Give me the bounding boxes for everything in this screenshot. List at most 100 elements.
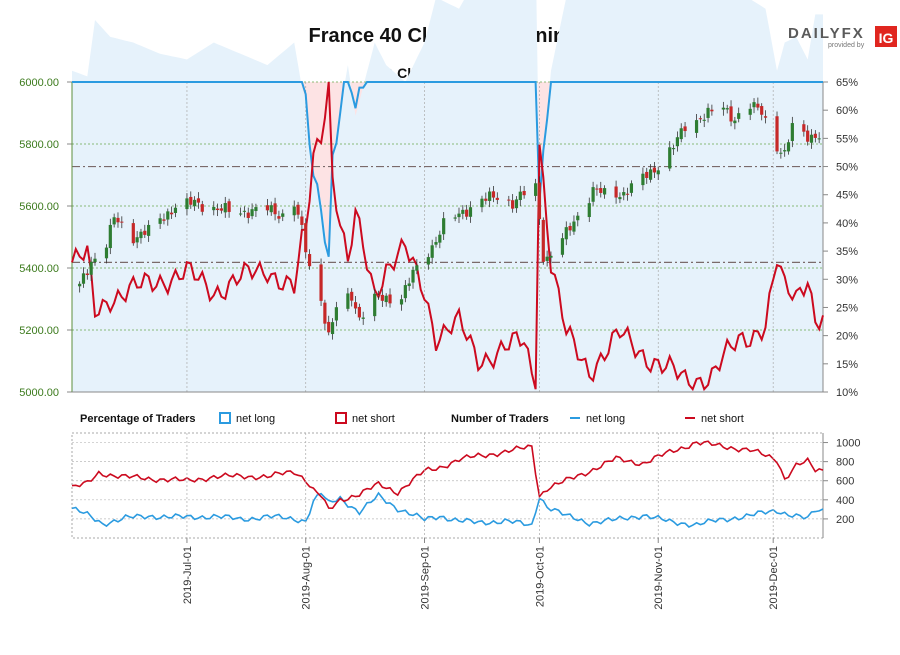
candle-body — [453, 217, 457, 219]
candle-body — [227, 201, 231, 212]
candle-body — [238, 213, 243, 215]
candle-body — [802, 124, 806, 132]
candle-body — [250, 209, 254, 217]
traders-frame — [71, 432, 824, 539]
candle-body — [752, 102, 756, 108]
candle-body — [783, 150, 787, 152]
candle-body — [399, 299, 404, 305]
x-tick-label: 2019-Sep-01 — [420, 546, 432, 610]
x-tick-label: 2019-Dec-01 — [768, 546, 780, 610]
price-tick-label: 5600.00 — [19, 201, 59, 213]
candle-body — [442, 218, 446, 235]
brand-name: DAILYFX — [788, 25, 865, 42]
candle-body — [656, 170, 660, 175]
candle-body — [350, 291, 354, 301]
candle-body — [296, 204, 300, 215]
candle-body — [104, 247, 109, 259]
candle-body — [411, 269, 415, 283]
candle-body — [534, 183, 538, 196]
candle-body — [806, 130, 810, 142]
candle-body — [120, 221, 124, 223]
candle-body — [545, 256, 549, 261]
candle-body — [112, 217, 116, 225]
candle-body — [307, 254, 312, 267]
candle-body — [541, 219, 545, 262]
candle-body — [219, 208, 224, 211]
candle-body — [763, 116, 768, 118]
candle-body — [319, 264, 323, 301]
candle-body — [760, 106, 764, 115]
candle-body — [158, 218, 162, 224]
candle-body — [602, 188, 607, 195]
candle-body — [131, 223, 135, 244]
candle-body — [645, 171, 649, 178]
candle-body — [568, 225, 572, 231]
candle-body — [790, 123, 794, 142]
percent-tick-label: 60% — [836, 105, 858, 117]
traders-tick-label: 800 — [836, 457, 854, 469]
candle-body — [641, 173, 645, 186]
price-tick-label: 5800.00 — [19, 139, 59, 151]
candle-body — [78, 283, 82, 287]
candle-body — [334, 307, 338, 321]
candle-body — [300, 216, 304, 225]
candle-body — [407, 283, 411, 287]
candle-body — [817, 138, 821, 140]
candle-body — [809, 134, 814, 143]
candle-body — [668, 147, 672, 169]
candle-body — [166, 211, 170, 220]
candle-body — [223, 203, 227, 213]
percent-tick-label: 50% — [836, 162, 858, 174]
legend-net-short-pct-swatch — [335, 412, 347, 424]
traders-tick-label: 600 — [836, 476, 854, 488]
candle-body — [599, 188, 603, 193]
candle-body — [162, 219, 166, 221]
candle-body — [756, 103, 760, 108]
candle-body — [281, 213, 285, 217]
candle-body — [518, 191, 522, 200]
candle-body — [786, 142, 791, 152]
candle-body — [269, 205, 273, 213]
candle-body — [426, 257, 430, 265]
candle-body — [748, 108, 752, 115]
percent-tick-label: 65% — [836, 77, 858, 89]
candle-body — [438, 234, 442, 243]
percent-tick-label: 35% — [836, 246, 858, 258]
partner-logo-text: IG — [879, 30, 894, 46]
candle-body — [173, 207, 178, 213]
candle-body — [216, 208, 220, 211]
candle-body — [595, 188, 599, 190]
candle-body — [254, 207, 258, 212]
x-axis: 2019-Jul-01 2019-Aug-01 2019-Sep-01 2019-Oc… — [182, 538, 780, 610]
traders-panel: 200 400 600 800 1000 — [71, 432, 860, 539]
price-tick-label: 5400.00 — [19, 263, 59, 275]
legend-net-short-num-label: net short — [701, 413, 744, 425]
candle-body — [618, 197, 622, 200]
traders-tick-label: 200 — [836, 514, 854, 526]
candle-body — [108, 224, 112, 249]
candle-body — [380, 294, 384, 301]
candle-body — [710, 109, 714, 112]
candle-body — [468, 207, 473, 217]
candle-body — [384, 295, 388, 303]
candle-body — [143, 230, 147, 235]
candle-body — [737, 113, 741, 119]
price-tick-label: 5000.00 — [19, 387, 59, 399]
candle-body — [629, 183, 634, 193]
candle-body — [388, 294, 392, 304]
candle-body — [614, 186, 618, 198]
legend: Percentage of Traders net long net short… — [80, 412, 744, 425]
candle-body — [89, 261, 93, 275]
candle-body — [514, 199, 519, 209]
candle-body — [430, 245, 434, 258]
candle-body — [242, 210, 247, 212]
legend-num-title: Number of Traders — [451, 413, 549, 425]
candle-body — [511, 200, 515, 209]
sentiment-long-area — [72, 0, 823, 392]
candle-body — [461, 209, 465, 214]
candle-body — [93, 258, 97, 263]
candle-body — [323, 302, 327, 324]
candle-body — [549, 255, 553, 258]
candle-body — [189, 196, 193, 205]
